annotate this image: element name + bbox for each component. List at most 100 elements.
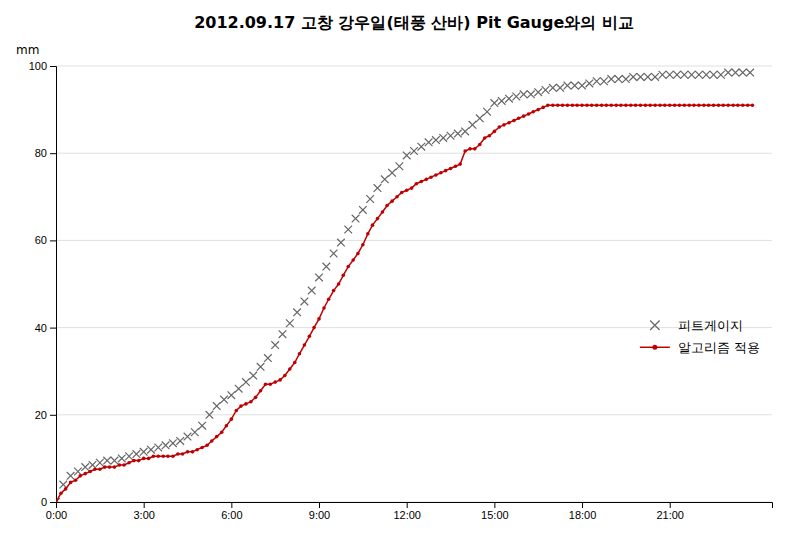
point [376, 217, 380, 221]
point [629, 103, 633, 107]
point [751, 103, 755, 107]
x-tick-label: 0:00 [46, 509, 67, 521]
grid-line [56, 66, 772, 67]
x-tick-label: 18:00 [569, 509, 597, 521]
point [564, 82, 572, 90]
point [680, 71, 688, 79]
plot: 0:003:006:009:0012:0015:0018:0021:000204… [29, 60, 773, 521]
point [169, 439, 177, 447]
point [593, 77, 601, 85]
point [156, 454, 160, 458]
point [308, 335, 312, 339]
point [417, 143, 425, 151]
x-tick-label: 6:00 [221, 509, 242, 521]
legend-label: 피트게이지 [678, 318, 743, 333]
point [454, 164, 458, 168]
y-tick-label: 100 [29, 60, 47, 72]
point [259, 389, 263, 393]
point [64, 487, 68, 491]
point [278, 378, 282, 382]
point [551, 103, 555, 107]
point [463, 149, 467, 153]
x-axis: 0:003:006:009:0012:0015:0018:0021:00 [46, 502, 773, 521]
legend-item: 피트게이지 [650, 318, 743, 333]
point [673, 71, 681, 79]
point [108, 465, 112, 469]
point [215, 435, 219, 439]
x-tick-label: 9:00 [309, 509, 330, 521]
point [697, 103, 701, 107]
point [74, 478, 78, 482]
point [434, 173, 438, 177]
point [127, 461, 131, 465]
legend: 피트게이지알고리즘 적용 [640, 318, 760, 355]
point [615, 75, 623, 83]
point [152, 454, 156, 458]
point [468, 147, 472, 151]
point [322, 263, 330, 271]
legend-label: 알고리즘 적용 [678, 340, 760, 355]
y-tick: 20 [35, 409, 56, 421]
point [600, 103, 604, 107]
point [678, 103, 682, 107]
x-tick-mark [407, 502, 408, 508]
point [235, 385, 243, 393]
point [663, 103, 667, 107]
point [476, 114, 484, 122]
point [257, 363, 265, 371]
point [439, 134, 447, 142]
point [67, 472, 75, 480]
series [56, 103, 754, 502]
point [687, 103, 691, 107]
point [244, 402, 248, 406]
y-tick-mark [50, 415, 56, 416]
point [239, 404, 243, 408]
point [683, 103, 687, 107]
point [210, 439, 214, 443]
point [317, 317, 321, 321]
point [483, 136, 487, 140]
y-tick-label: 80 [35, 147, 47, 159]
point [609, 103, 613, 107]
point [288, 367, 292, 371]
point [191, 428, 199, 436]
point [595, 103, 599, 107]
point [298, 352, 302, 356]
point [517, 117, 521, 121]
y-tick-mark [50, 240, 56, 241]
point [732, 69, 740, 77]
point [644, 103, 648, 107]
point [546, 103, 550, 107]
legend-item: 알고리즘 적용 [640, 340, 760, 355]
point [213, 402, 221, 410]
series [56, 69, 754, 502]
y-tick-mark [50, 66, 56, 67]
marks [56, 69, 754, 502]
point [478, 143, 482, 147]
point [726, 103, 730, 107]
title: 2012.09.17 고창 강우일(태풍 산바) Pit Gauge와의 비교 [194, 13, 634, 32]
point [111, 457, 119, 465]
point [205, 444, 209, 448]
x-tick-label: 3:00 [133, 509, 154, 521]
point [432, 136, 440, 144]
point [536, 108, 540, 112]
y-axis-line [50, 67, 57, 503]
point [648, 103, 652, 107]
point [118, 455, 126, 463]
point [527, 112, 531, 116]
point [717, 71, 725, 79]
point [739, 69, 747, 77]
x-tick-mark [319, 502, 320, 508]
legend-swatch [652, 345, 657, 350]
point [717, 103, 721, 107]
point [473, 147, 477, 151]
point [96, 459, 104, 467]
point [344, 226, 352, 234]
point [420, 180, 424, 184]
point [556, 84, 564, 92]
grid [56, 66, 772, 502]
point [746, 69, 754, 77]
point [710, 71, 718, 79]
y-tick-mark [50, 153, 56, 154]
